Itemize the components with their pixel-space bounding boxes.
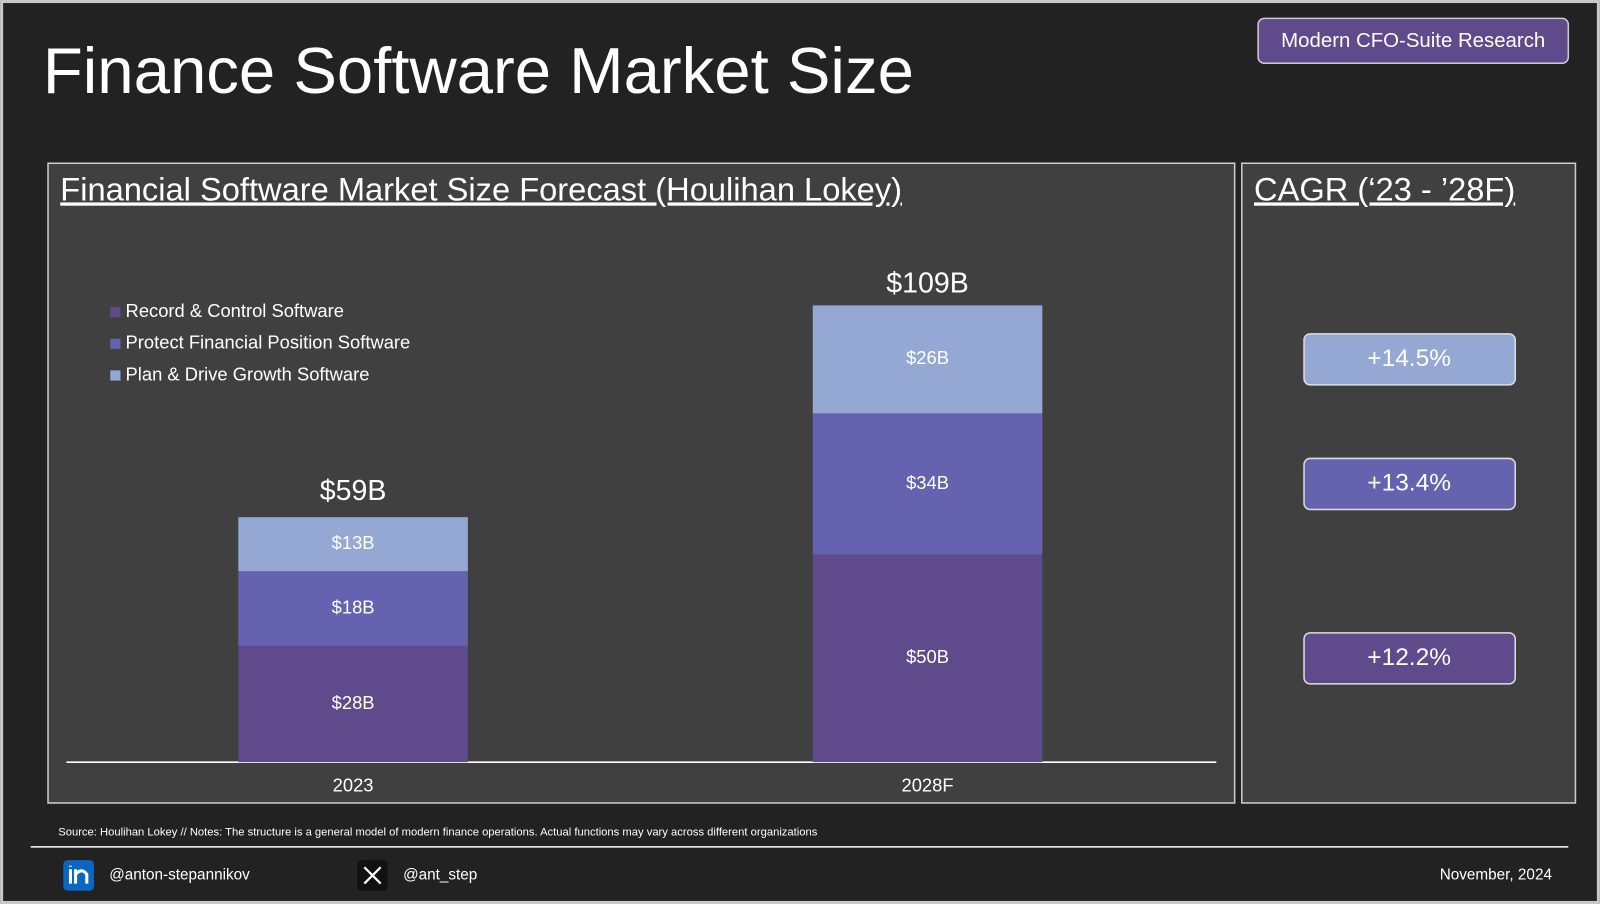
bar-segment	[238, 645, 468, 763]
value-label: $34B	[906, 472, 949, 493]
badge	[1257, 17, 1570, 65]
badge-text: Modern CFO-Suite Research	[1281, 30, 1545, 52]
legend-swatch	[110, 338, 121, 349]
bar-segment	[812, 554, 1043, 763]
x-tick-label: 2028F	[902, 775, 954, 796]
value-label: $50B	[906, 646, 949, 667]
chart-panel	[47, 162, 1236, 804]
linkedin-glyph	[68, 865, 89, 884]
source-note: Source: Houlihan Lokey // Notes: The str…	[58, 827, 818, 839]
cagr-value: +12.2%	[1367, 644, 1451, 671]
legend-label: Record & Control Software	[126, 300, 344, 321]
cagr-value: +13.4%	[1367, 469, 1451, 496]
value-label: $13B	[332, 532, 375, 553]
x-glyph	[363, 866, 382, 885]
cagr-box	[1303, 333, 1517, 386]
cagr-title: CAGR (‘23 - ’28F)	[1254, 170, 1515, 207]
bar-segment	[812, 413, 1043, 555]
slide-title: Finance Software Market Size	[43, 34, 914, 107]
x-handle: @ant_step	[403, 866, 477, 883]
value-label: $18B	[332, 596, 375, 617]
legend-label: Protect Financial Position Software	[126, 332, 411, 353]
date: November, 2024	[1440, 866, 1553, 883]
cagr-box	[1303, 632, 1517, 685]
total-label: $59B	[320, 475, 387, 507]
cagr-box	[1303, 457, 1517, 511]
bar-segment	[238, 517, 468, 572]
legend-swatch	[110, 370, 121, 381]
chart-title: Financial Software Market Size Forecast …	[60, 170, 902, 207]
bar-segment	[238, 571, 468, 646]
value-label: $26B	[906, 347, 949, 368]
linkedin-icon	[63, 860, 94, 891]
plot: Record & Control Software Protect Financi…	[110, 268, 1517, 796]
x-tick-label: 2023	[333, 775, 374, 796]
legend-swatch	[110, 307, 121, 318]
bar-segment	[812, 305, 1043, 414]
cagr-value: +14.5%	[1367, 345, 1451, 372]
legend-label: Plan & Drive Growth Software	[126, 363, 370, 384]
linkedin-handle: @anton-stepannikov	[109, 866, 250, 883]
total-label: $109B	[886, 268, 969, 300]
value-label: $28B	[332, 692, 375, 713]
